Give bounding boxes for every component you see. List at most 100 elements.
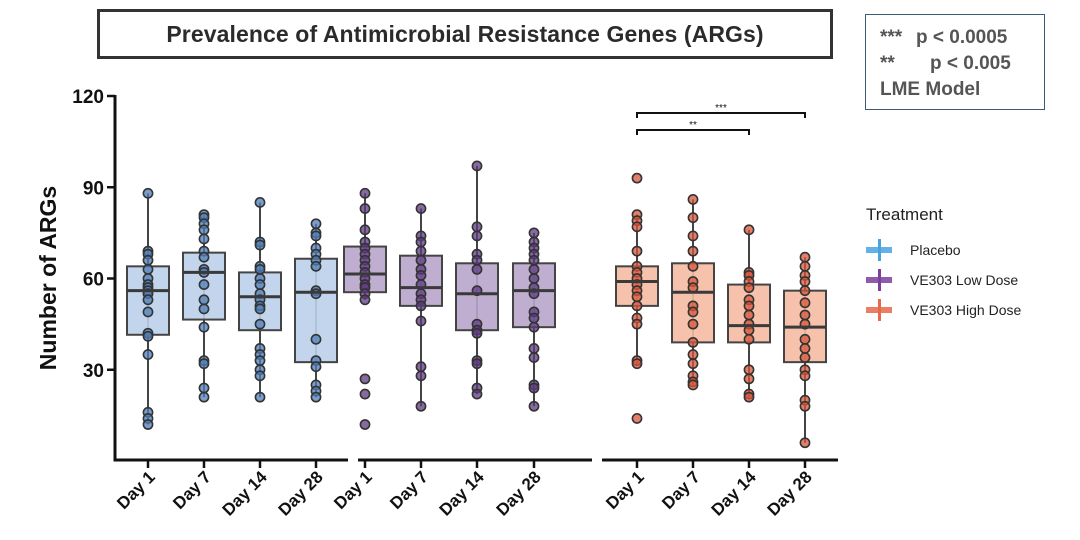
data-point — [799, 370, 811, 382]
data-point — [631, 172, 643, 184]
y-axis-label: Number of ARGs — [35, 186, 61, 370]
x-tick-label: Day 1 — [113, 467, 159, 513]
y-tick-label: 90 — [83, 178, 104, 199]
x-tick-label: Day 7 — [169, 467, 215, 513]
data-point — [528, 227, 540, 239]
data-point — [310, 288, 322, 300]
y-tick-label: 60 — [83, 270, 104, 291]
data-point — [631, 358, 643, 370]
data-point — [142, 330, 154, 342]
data-point — [254, 355, 266, 367]
legend-item-low-dose: VE303 Low Dose — [866, 265, 1021, 295]
x-tick-label: Day 1 — [602, 467, 648, 513]
data-point — [254, 370, 266, 382]
x-tick-label: Day 14 — [436, 467, 489, 520]
significance-row-three-star: *** p < 0.0005 — [880, 25, 1044, 51]
data-point — [687, 306, 699, 318]
chart-title-box: Prevalence of Antimicrobial Resistance G… — [97, 9, 833, 59]
data-point — [687, 194, 699, 205]
data-point — [743, 224, 755, 236]
y-tick-label: 30 — [83, 361, 104, 382]
data-point — [799, 309, 811, 321]
legend-title: Treatment — [866, 205, 943, 224]
data-point — [528, 263, 540, 275]
data-point — [528, 382, 540, 394]
data-point — [631, 413, 643, 424]
data-point — [799, 285, 811, 297]
chart-title: Prevalence of Antimicrobial Resistance G… — [166, 20, 764, 47]
data-point — [198, 233, 210, 245]
data-point — [743, 309, 755, 321]
data-point — [198, 382, 210, 394]
data-point — [310, 333, 322, 345]
x-tick-label: Day 1 — [330, 467, 376, 513]
x-tick-label: Day 7 — [386, 467, 432, 513]
data-point — [359, 388, 371, 400]
significance-label: *** — [715, 103, 727, 114]
data-point — [415, 361, 427, 373]
legend: Treatment Placebo VE303 Low Dose VE303 H… — [866, 205, 1021, 325]
data-point — [198, 321, 210, 333]
data-point — [743, 333, 755, 345]
data-point — [254, 303, 266, 315]
legend-swatch-low-dose — [866, 269, 892, 291]
data-point — [799, 437, 811, 449]
x-tick-label: Day 28 — [275, 467, 327, 519]
data-point — [743, 373, 755, 385]
significance-bracket — [636, 129, 750, 135]
data-point — [471, 221, 483, 233]
data-point — [799, 352, 811, 363]
data-point — [254, 279, 266, 290]
data-point — [198, 294, 210, 306]
data-point — [142, 263, 154, 275]
x-tick-label: Day 14 — [219, 467, 272, 520]
data-point — [687, 318, 699, 330]
significance-bracket — [636, 112, 806, 118]
x-tick-label: Day 28 — [493, 467, 545, 519]
data-point — [799, 343, 811, 354]
data-point — [799, 297, 811, 309]
data-point — [528, 352, 540, 363]
x-tick-label: Day 7 — [658, 467, 704, 513]
data-point — [415, 315, 427, 327]
model-label: LME Model — [880, 79, 981, 100]
data-point — [198, 279, 210, 290]
legend-swatch-placebo — [866, 239, 892, 261]
data-point — [310, 361, 322, 373]
data-point — [198, 224, 210, 236]
data-point — [359, 203, 371, 214]
data-point — [254, 263, 266, 275]
legend-item-placebo: Placebo — [866, 235, 1021, 265]
data-point — [471, 254, 483, 266]
data-point — [743, 391, 755, 403]
significance-note-box: *** p < 0.0005 ** p < 0.005 LME Model — [865, 14, 1045, 110]
data-point — [359, 294, 371, 306]
data-point — [471, 230, 483, 242]
data-point — [743, 282, 755, 294]
data-point — [415, 300, 427, 312]
two-star-pvalue: p < 0.005 — [930, 53, 1011, 74]
data-point — [471, 327, 483, 339]
data-point — [310, 391, 322, 403]
data-point — [528, 254, 540, 266]
data-point — [528, 343, 540, 354]
data-point — [687, 358, 699, 370]
data-point — [359, 187, 371, 199]
data-point — [415, 203, 427, 214]
data-point — [198, 303, 210, 315]
data-point — [631, 291, 643, 303]
data-point — [799, 260, 811, 272]
data-point — [310, 230, 322, 242]
data-point — [415, 370, 427, 382]
data-point — [254, 318, 266, 330]
data-point — [198, 251, 210, 263]
data-point — [743, 364, 755, 376]
data-point — [142, 419, 154, 430]
data-point — [687, 212, 699, 224]
data-point — [471, 263, 483, 275]
three-star-label: *** — [880, 27, 903, 48]
legend-label-low-dose: VE303 Low Dose — [910, 272, 1019, 288]
data-point — [310, 260, 322, 272]
data-point — [687, 260, 699, 272]
